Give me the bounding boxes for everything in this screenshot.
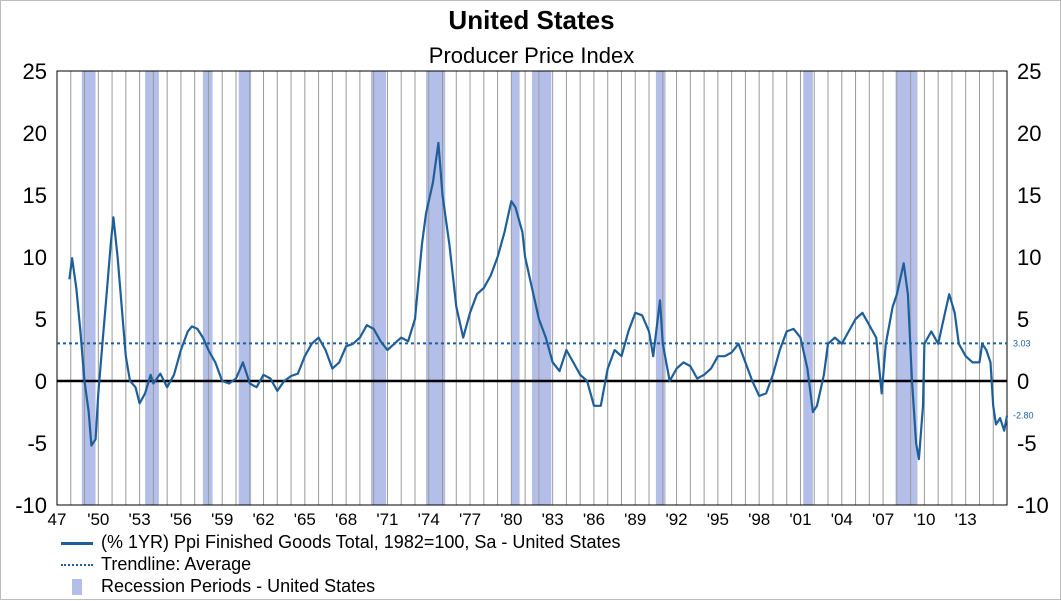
legend-label-trend: Trendline: Average: [101, 554, 252, 574]
y-tick-right-6: -5: [1017, 431, 1037, 456]
chart-title: United States: [448, 5, 615, 35]
x-tick-16: '95: [707, 510, 729, 529]
x-tick-8: '71: [376, 510, 398, 529]
recession-bar-0: [81, 71, 96, 505]
x-tick-22: '13: [955, 510, 977, 529]
x-tick-17: '98: [748, 510, 770, 529]
legend-item-series: (% 1YR) Ppi Finished Goods Total, 1982=1…: [61, 532, 620, 553]
x-tick-9: '74: [418, 510, 440, 529]
x-tick-18: '01: [789, 510, 811, 529]
chart-subtitle: Producer Price Index: [428, 43, 635, 68]
y-tick-right-2: 15: [1017, 183, 1041, 208]
plot-frame: [56, 70, 1008, 506]
y-tick-left-1: 20: [23, 121, 47, 146]
y-tick-left-5: 0: [35, 369, 47, 394]
y-tick-right-7: -10: [1017, 493, 1049, 518]
legend-label-series: (% 1YR) Ppi Finished Goods Total, 1982=1…: [101, 532, 621, 552]
y-tick-left-0: 25: [23, 59, 47, 84]
legend-line-swatch: [61, 541, 93, 545]
x-tick-2: '53: [129, 510, 151, 529]
y-tick-left-2: 15: [23, 183, 47, 208]
x-tick-7: '68: [335, 510, 357, 529]
x-tick-19: '04: [831, 510, 853, 529]
legend-item-trend: Trendline: Average: [61, 554, 251, 575]
x-tick-15: '92: [665, 510, 687, 529]
y-tick-right-3: 10: [1017, 245, 1041, 270]
y-tick-right-1: 20: [1017, 121, 1041, 146]
y-tick-right-0: 25: [1017, 59, 1041, 84]
x-tick-1: '50: [87, 510, 109, 529]
x-tick-4: '59: [211, 510, 233, 529]
x-tick-11: '80: [500, 510, 522, 529]
y-tick-right-4: 5: [1017, 307, 1029, 332]
recession-bar-1: [145, 71, 159, 505]
recession-bar-4: [370, 71, 387, 505]
x-tick-21: '10: [913, 510, 935, 529]
legend-label-recession: Recession Periods - United States: [101, 576, 376, 596]
x-tick-6: '65: [294, 510, 316, 529]
x-tick-0: 47: [48, 510, 67, 529]
end-label-ppi: -2.80: [1013, 411, 1034, 421]
x-tick-14: '89: [624, 510, 646, 529]
legend-dotted-swatch: [61, 564, 93, 567]
y-tick-left-6: -5: [27, 431, 47, 456]
y-tick-left-3: 10: [23, 245, 47, 270]
x-tick-13: '86: [583, 510, 605, 529]
series-line-ppi: [68, 141, 1009, 461]
x-tick-12: '83: [542, 510, 564, 529]
end-label-trend: 3.03: [1013, 338, 1031, 348]
x-tick-20: '07: [872, 510, 894, 529]
legend-item-recession: Recession Periods - United States: [61, 576, 375, 597]
recession-bar-3: [238, 71, 252, 505]
recession-bar-9: [803, 71, 813, 505]
y-tick-left-7: -10: [15, 493, 47, 518]
x-tick-3: '56: [170, 510, 192, 529]
y-tick-left-4: 5: [35, 307, 47, 332]
y-tick-right-5: 0: [1017, 369, 1029, 394]
x-tick-10: '77: [459, 510, 481, 529]
recession-bar-2: [202, 71, 213, 505]
recession-bar-6: [511, 71, 520, 505]
legend-recession-swatch: [72, 579, 82, 596]
x-tick-5: '62: [252, 510, 274, 529]
recession-bar-8: [655, 71, 666, 505]
recession-bar-7: [532, 71, 552, 505]
